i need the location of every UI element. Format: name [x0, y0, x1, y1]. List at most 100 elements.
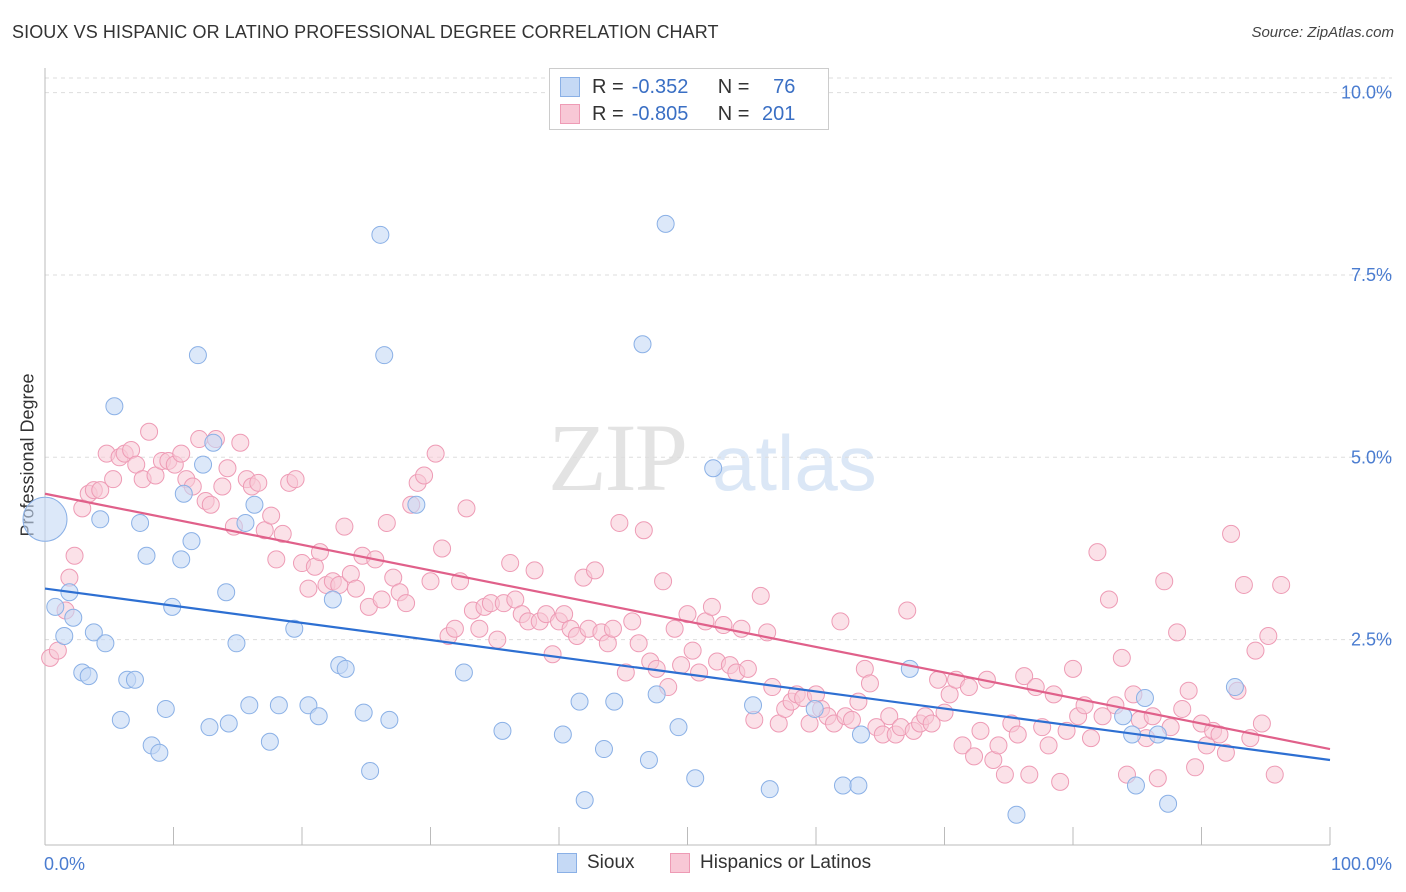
- sioux-data-point: [900, 659, 919, 678]
- sioux-data-point: [137, 546, 156, 565]
- hispanic-data-point: [860, 674, 879, 693]
- sioux-data-point: [131, 513, 150, 532]
- sioux-data-point: [656, 214, 675, 233]
- sioux-data-point: [570, 692, 589, 711]
- sioux-data-point: [849, 776, 868, 795]
- x-tick-label-min: 0.0%: [44, 854, 85, 874]
- sioux-data-point: [744, 696, 763, 715]
- y-tick-label: 2.5%: [1351, 630, 1392, 650]
- sioux-data-point: [219, 714, 238, 733]
- sioux-data-point: [245, 495, 264, 514]
- sioux-data-point: [91, 510, 110, 529]
- hispanic-data-point: [634, 521, 653, 540]
- hispanic-data-point: [415, 466, 434, 485]
- hispanic-data-point: [433, 539, 452, 558]
- hispanic-data-point: [1088, 543, 1107, 562]
- hispanic-data-point: [501, 554, 520, 573]
- hispanic-data-point: [1148, 769, 1167, 788]
- hispanic-data-point: [65, 546, 84, 565]
- hispanic-data-point: [470, 619, 489, 638]
- hispanic-data-point: [299, 579, 318, 598]
- sioux-data-point: [46, 597, 65, 616]
- watermark: ZIP atlas: [548, 404, 877, 511]
- hispanic-data-point: [880, 707, 899, 726]
- hispanic-data-point: [714, 616, 733, 635]
- hispanic-data-point: [372, 590, 391, 609]
- sioux-data-point: [805, 699, 824, 718]
- sioux-data-point: [172, 550, 191, 569]
- hispanic-swatch: [670, 853, 690, 873]
- hispanic-data-point: [1252, 714, 1271, 733]
- sioux-data-point: [182, 532, 201, 551]
- sioux-data-point: [1159, 794, 1178, 813]
- y-tick-label: 5.0%: [1351, 447, 1392, 467]
- hispanic-data-point: [335, 517, 354, 536]
- hispanic-data-point: [172, 444, 191, 463]
- hispanic-swatch: [560, 104, 580, 124]
- sioux-data-point: [851, 725, 870, 744]
- sioux-data-point: [174, 484, 193, 503]
- hispanic-data-point: [1216, 743, 1235, 762]
- hispanic-data-point: [1081, 729, 1100, 748]
- hispanic-data-point: [201, 495, 220, 514]
- sioux-data-point: [64, 608, 83, 627]
- hispanic-data-point: [525, 561, 544, 580]
- sioux-trend-line: [44, 587, 1331, 762]
- hispanic-data-point: [995, 765, 1014, 784]
- hispanic-data-point: [831, 612, 850, 631]
- r-label: R =: [592, 102, 624, 125]
- hispanic-data-point: [218, 459, 237, 478]
- sioux-data-point: [125, 670, 144, 689]
- sioux-data-point: [188, 346, 207, 365]
- sioux-data-point: [236, 513, 255, 532]
- hispanic-data-point: [1093, 707, 1112, 726]
- hispanic-data-point: [959, 678, 978, 697]
- hispanic-data-point: [683, 641, 702, 660]
- hispanic-data-point: [91, 481, 110, 500]
- sioux-data-point: [96, 634, 115, 653]
- hispanic-data-point: [989, 736, 1008, 755]
- hispanic-data-point: [426, 444, 445, 463]
- correlation-legend: R = -0.352 N = 76 R = -0.805 N = 201: [549, 68, 829, 130]
- hispanic-data-point: [672, 656, 691, 675]
- hispanic-data-point: [898, 601, 917, 620]
- hispanic-data-point: [543, 645, 562, 664]
- hispanic-data-point: [1057, 721, 1076, 740]
- sioux-data-point: [285, 619, 304, 638]
- hispanic-data-point: [140, 422, 159, 441]
- hispanic-data-point: [751, 586, 770, 605]
- y-tick-label: 7.5%: [1351, 265, 1392, 285]
- hispanic-data-point: [665, 619, 684, 638]
- sioux-data-point: [669, 718, 688, 737]
- sioux-data-point: [1135, 689, 1154, 707]
- hispanic-data-point: [286, 470, 305, 489]
- hispanic-data-point: [1246, 641, 1265, 660]
- hispanic-data-point: [1143, 707, 1162, 726]
- hispanic-data-point: [971, 721, 990, 740]
- hispanic-data-point: [935, 703, 954, 722]
- hispanic-data-point: [249, 473, 268, 492]
- sioux-data-point: [269, 696, 288, 715]
- hispanic-data-point: [603, 619, 622, 638]
- sioux-data-point: [833, 776, 852, 795]
- sioux-data-point: [260, 732, 279, 751]
- sioux-swatch: [557, 853, 577, 873]
- hispanic-data-point: [273, 524, 292, 543]
- hispanic-data-point: [1173, 699, 1192, 718]
- sioux-r-value: -0.352: [631, 75, 689, 98]
- hispanic-data-point: [346, 579, 365, 598]
- svg-text:atlas: atlas: [712, 419, 877, 507]
- sioux-data-point: [553, 725, 572, 744]
- hispanic-data-point: [690, 663, 709, 682]
- hispanic-data-point: [488, 630, 507, 649]
- sioux-data-point: [407, 495, 426, 514]
- hispanic-data-point: [1064, 659, 1082, 678]
- hispanic-data-point: [1015, 667, 1034, 686]
- hispanic-data-point: [702, 597, 721, 616]
- hispanic-data-point: [1155, 572, 1174, 591]
- sioux-data-point: [1126, 776, 1145, 795]
- sioux-data-point: [704, 459, 723, 478]
- hispanic-data-point: [1265, 765, 1284, 784]
- sioux-swatch: [560, 77, 580, 97]
- sioux-data-point: [200, 718, 219, 737]
